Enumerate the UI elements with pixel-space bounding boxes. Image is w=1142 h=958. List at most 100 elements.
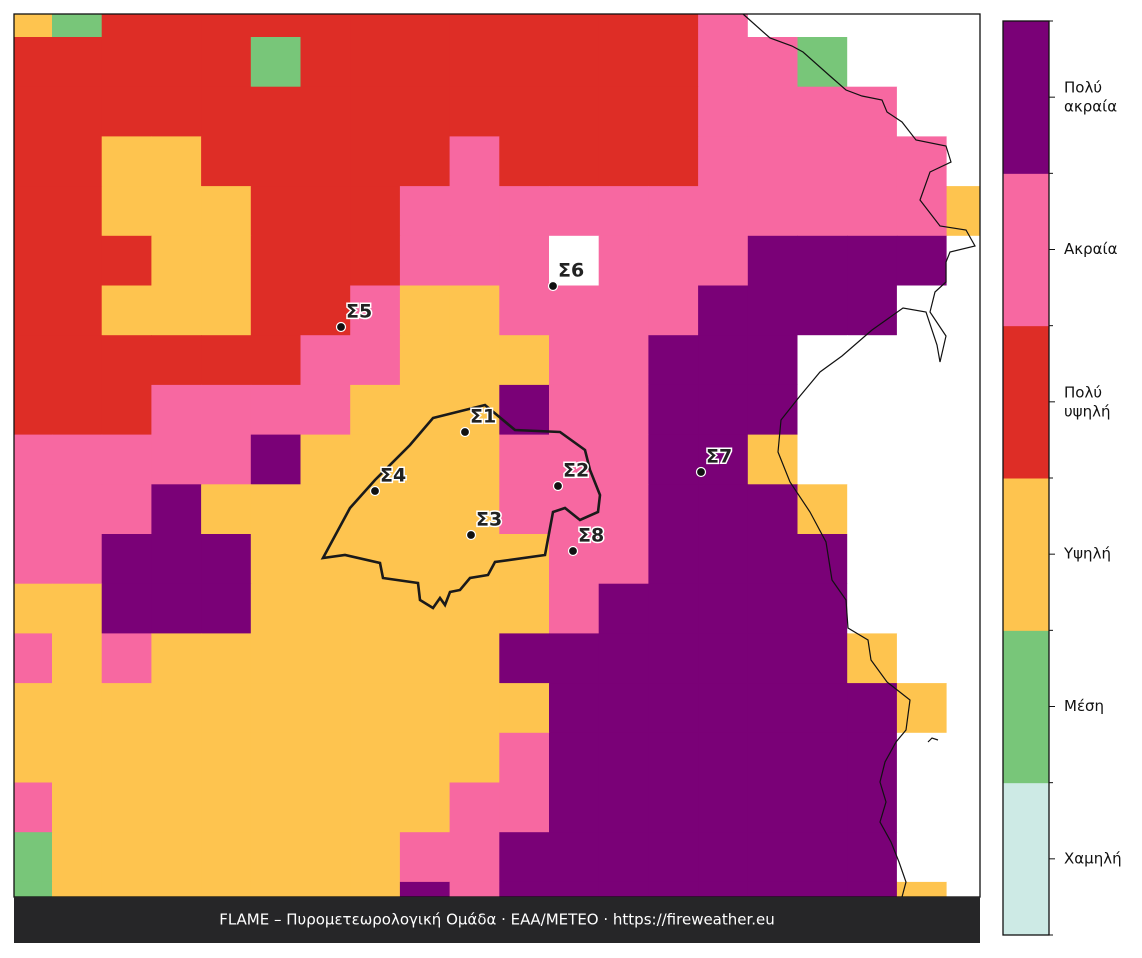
grid-cell: [350, 136, 401, 187]
grid-cell: [598, 186, 649, 237]
athens-boundary: [320, 403, 602, 610]
grid-cell: [101, 335, 152, 386]
colorbar-segment: [1003, 782, 1049, 936]
grid-cell: [598, 832, 649, 883]
grid-cell: [14, 534, 53, 585]
station-label: Σ6: [558, 260, 584, 282]
grid-cell: [698, 732, 749, 783]
station-label: Σ5: [346, 301, 372, 323]
grid-cell: [449, 832, 500, 883]
grid-cell: [946, 782, 981, 833]
grid-cell: [549, 14, 600, 38]
grid-cell: [151, 434, 202, 485]
grid-cell: [847, 434, 898, 485]
grid-cell: [698, 186, 749, 237]
grid-cell: [14, 335, 53, 386]
grid-cell: [52, 335, 103, 386]
grid-cell: [52, 136, 103, 187]
grid-cell: [598, 881, 649, 898]
grid-cell: [101, 881, 152, 898]
station-marker: [335, 321, 347, 333]
grid-cell: [946, 732, 981, 783]
grid-cell: [151, 384, 202, 436]
grid-cell: [797, 37, 848, 88]
grid-cell: [598, 136, 649, 187]
station-label: Σ3: [476, 509, 502, 531]
grid-cell: [300, 186, 351, 237]
grid-cell: [549, 136, 600, 187]
grid-cell: [250, 37, 301, 88]
grid-cell: [499, 782, 550, 833]
grid-cell: [797, 335, 848, 386]
grid-cell: [250, 832, 301, 883]
grid-cell: [151, 285, 202, 336]
grid-cell: [946, 235, 981, 286]
grid-cell: [151, 832, 202, 883]
grid-cell: [300, 732, 351, 783]
colorbar-segment: [1003, 630, 1049, 784]
grid-cell: [896, 782, 948, 833]
grid-cell: [14, 683, 53, 734]
grid-cell: [14, 14, 53, 38]
grid-cell: [549, 285, 600, 336]
grid-cell: [946, 683, 981, 734]
grid-cell: [52, 583, 103, 634]
grid-cell: [399, 86, 451, 137]
grid-cell: [201, 782, 252, 833]
grid-cell: [101, 633, 152, 684]
grid-cell: [549, 186, 600, 237]
station-marker: [459, 426, 471, 438]
grid-cell: [896, 37, 948, 88]
grid-cell: [698, 881, 749, 898]
grid-cell: [847, 335, 898, 386]
grid-cell: [896, 434, 948, 485]
grid-cell: [449, 434, 500, 485]
grid-cell: [896, 534, 948, 585]
grid-cell: [549, 732, 600, 783]
grid-cell: [151, 583, 202, 634]
grid-cell: [350, 881, 401, 898]
grid-cell: [896, 86, 948, 137]
grid-cell: [449, 186, 500, 237]
grid-cell: [747, 335, 798, 386]
grid-cell: [14, 136, 53, 187]
footer-text: FLAME – Πυρομετεωρολογική Ομάδα · ΕΑΑ/ME…: [219, 911, 775, 929]
grid-cell: [201, 86, 252, 137]
grid-cell: [648, 37, 699, 88]
grid-cell: [698, 484, 749, 535]
grid-cell: [300, 534, 351, 585]
grid-cell: [300, 881, 351, 898]
grid-cell: [499, 335, 550, 386]
colorbar-label: Χαμηλή: [1064, 849, 1122, 867]
grid-cell: [847, 186, 898, 237]
grid-cell: [52, 86, 103, 137]
grid-cell: [896, 136, 948, 187]
grid-cell: [698, 37, 749, 88]
grid-cell: [449, 285, 500, 336]
grid-cell: [399, 484, 451, 535]
grid-cell: [101, 14, 152, 38]
grid-cell: [250, 186, 301, 237]
grid-cell: [896, 335, 948, 386]
grid-cell: [350, 186, 401, 237]
grid-cell: [201, 37, 252, 88]
grid-cell: [52, 881, 103, 898]
grid-cell: [698, 683, 749, 734]
grid-cell: [549, 235, 600, 286]
grid-cell: [946, 484, 981, 535]
grid-cell: [52, 235, 103, 286]
grid-cell: [648, 683, 699, 734]
grid-cell: [350, 384, 401, 436]
grid-cell: [747, 37, 798, 88]
grid-cell: [52, 732, 103, 783]
grid-cell: [797, 583, 848, 634]
grid-cell: [747, 434, 798, 485]
grid-cell: [648, 832, 699, 883]
grid-cell: [399, 434, 451, 485]
station-marker: [465, 529, 477, 541]
colorbar-label: Ακραία: [1064, 240, 1118, 258]
grid-cell: [14, 434, 53, 485]
grid-cell: [250, 14, 301, 38]
grid-cell: [797, 881, 848, 898]
